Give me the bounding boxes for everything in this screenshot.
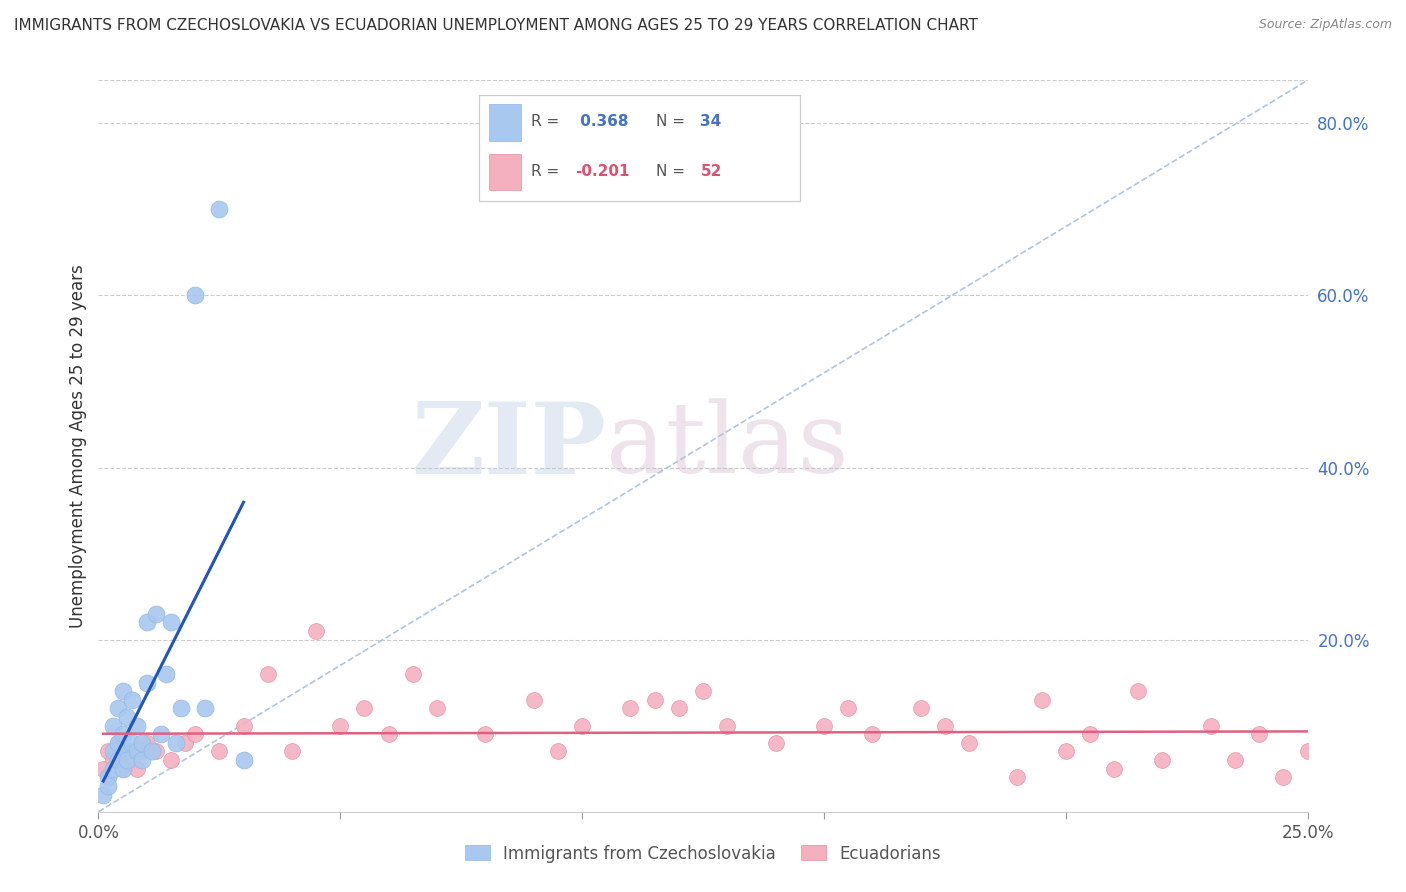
Point bbox=[837, 701, 859, 715]
Point bbox=[101, 762, 124, 776]
Y-axis label: Unemployment Among Ages 25 to 29 years: Unemployment Among Ages 25 to 29 years bbox=[69, 264, 87, 628]
Text: ZIP: ZIP bbox=[412, 398, 606, 494]
Point bbox=[91, 788, 114, 802]
Point bbox=[1199, 719, 1222, 733]
Point bbox=[377, 727, 399, 741]
Point bbox=[97, 770, 120, 784]
Point bbox=[1102, 762, 1125, 776]
Point bbox=[1054, 744, 1077, 758]
Text: atlas: atlas bbox=[606, 398, 849, 494]
Point bbox=[1223, 753, 1246, 767]
Point bbox=[121, 753, 143, 767]
Point bbox=[127, 744, 149, 758]
Point bbox=[150, 727, 173, 741]
Point bbox=[1128, 684, 1150, 698]
Point bbox=[111, 684, 134, 698]
Point bbox=[155, 667, 177, 681]
Point bbox=[107, 736, 129, 750]
Point bbox=[174, 736, 197, 750]
Point bbox=[1152, 753, 1174, 767]
Point bbox=[353, 701, 375, 715]
Point bbox=[121, 736, 143, 750]
Point bbox=[127, 762, 149, 776]
Point bbox=[117, 744, 139, 758]
Point bbox=[208, 202, 231, 217]
Point bbox=[692, 684, 714, 698]
Point bbox=[232, 753, 254, 767]
Point bbox=[107, 736, 129, 750]
Point bbox=[160, 753, 183, 767]
Point bbox=[131, 753, 153, 767]
Point bbox=[1296, 744, 1319, 758]
Point bbox=[1078, 727, 1101, 741]
Point bbox=[141, 744, 163, 758]
Point bbox=[765, 736, 787, 750]
Point bbox=[107, 753, 129, 767]
Point bbox=[97, 779, 120, 793]
Point bbox=[860, 727, 883, 741]
Point bbox=[169, 701, 191, 715]
Point bbox=[111, 762, 134, 776]
Point bbox=[402, 667, 425, 681]
Legend: Immigrants from Czechoslovakia, Ecuadorians: Immigrants from Czechoslovakia, Ecuadori… bbox=[458, 838, 948, 869]
Point bbox=[97, 744, 120, 758]
Point bbox=[1031, 693, 1053, 707]
Point bbox=[135, 675, 157, 690]
Text: IMMIGRANTS FROM CZECHOSLOVAKIA VS ECUADORIAN UNEMPLOYMENT AMONG AGES 25 TO 29 YE: IMMIGRANTS FROM CZECHOSLOVAKIA VS ECUADO… bbox=[14, 18, 979, 33]
Point bbox=[208, 744, 231, 758]
Point bbox=[184, 288, 207, 302]
Point bbox=[117, 744, 139, 758]
Point bbox=[184, 727, 207, 741]
Point bbox=[165, 736, 187, 750]
Point bbox=[305, 624, 328, 638]
Point bbox=[135, 615, 157, 630]
Point bbox=[619, 701, 641, 715]
Point bbox=[107, 701, 129, 715]
Point bbox=[1272, 770, 1295, 784]
Point bbox=[194, 701, 217, 715]
Point bbox=[813, 719, 835, 733]
Point bbox=[1007, 770, 1029, 784]
Point bbox=[135, 736, 157, 750]
Point bbox=[281, 744, 304, 758]
Point bbox=[117, 753, 139, 767]
Point bbox=[329, 719, 352, 733]
Point bbox=[571, 719, 593, 733]
Point bbox=[127, 719, 149, 733]
Point bbox=[232, 719, 254, 733]
Point bbox=[957, 736, 980, 750]
Point bbox=[111, 727, 134, 741]
Point bbox=[160, 615, 183, 630]
Point bbox=[547, 744, 569, 758]
Point bbox=[644, 693, 666, 707]
Point bbox=[101, 744, 124, 758]
Point bbox=[101, 753, 124, 767]
Point bbox=[474, 727, 496, 741]
Point bbox=[117, 710, 139, 724]
Point bbox=[145, 607, 167, 621]
Text: Source: ZipAtlas.com: Source: ZipAtlas.com bbox=[1258, 18, 1392, 31]
Point bbox=[145, 744, 167, 758]
Point bbox=[101, 719, 124, 733]
Point bbox=[934, 719, 956, 733]
Point bbox=[426, 701, 449, 715]
Point bbox=[121, 693, 143, 707]
Point bbox=[131, 744, 153, 758]
Point bbox=[668, 701, 690, 715]
Point bbox=[256, 667, 278, 681]
Point bbox=[1249, 727, 1271, 741]
Point bbox=[111, 762, 134, 776]
Point bbox=[91, 762, 114, 776]
Point bbox=[716, 719, 738, 733]
Point bbox=[910, 701, 932, 715]
Point bbox=[523, 693, 546, 707]
Point bbox=[131, 736, 153, 750]
